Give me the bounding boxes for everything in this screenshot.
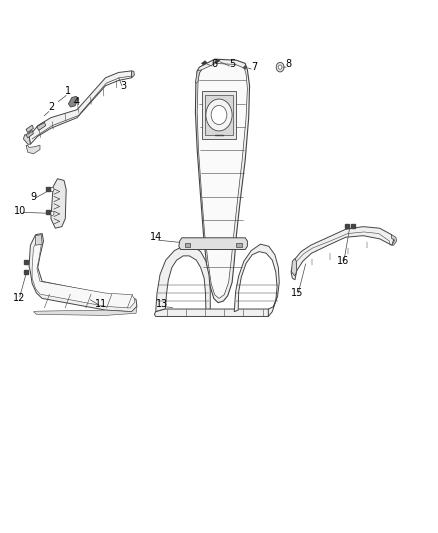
Polygon shape — [179, 238, 247, 249]
Text: 14: 14 — [149, 232, 162, 243]
Text: 4: 4 — [74, 96, 80, 107]
Text: 9: 9 — [30, 192, 36, 203]
Polygon shape — [154, 309, 269, 317]
Polygon shape — [132, 71, 134, 78]
Circle shape — [206, 99, 232, 131]
Text: 13: 13 — [156, 298, 168, 309]
Polygon shape — [195, 59, 250, 303]
Polygon shape — [205, 95, 233, 135]
Circle shape — [211, 106, 227, 125]
Text: 6: 6 — [212, 60, 218, 69]
Polygon shape — [33, 306, 137, 316]
Polygon shape — [155, 246, 210, 312]
Circle shape — [279, 65, 282, 69]
Polygon shape — [68, 96, 78, 107]
Text: 1: 1 — [65, 86, 71, 96]
Bar — [237, 243, 242, 247]
Polygon shape — [32, 239, 134, 308]
Polygon shape — [243, 66, 247, 69]
Polygon shape — [291, 259, 297, 276]
Text: 16: 16 — [337, 256, 350, 266]
Polygon shape — [201, 61, 207, 65]
Text: 7: 7 — [251, 62, 257, 72]
Text: 12: 12 — [13, 293, 25, 303]
Text: 11: 11 — [95, 298, 107, 309]
Polygon shape — [215, 59, 220, 63]
Polygon shape — [26, 125, 33, 133]
Polygon shape — [51, 179, 66, 228]
Text: 3: 3 — [120, 81, 126, 91]
Text: 10: 10 — [14, 206, 26, 216]
Polygon shape — [37, 122, 46, 131]
Polygon shape — [29, 233, 137, 312]
Text: 8: 8 — [286, 60, 292, 69]
Polygon shape — [202, 91, 236, 139]
Text: 2: 2 — [48, 102, 54, 112]
Text: 5: 5 — [229, 60, 235, 69]
Polygon shape — [23, 135, 30, 144]
Polygon shape — [35, 235, 42, 245]
Polygon shape — [195, 70, 201, 83]
Text: 15: 15 — [291, 288, 304, 298]
Circle shape — [276, 62, 284, 72]
Polygon shape — [26, 131, 33, 138]
Bar — [185, 243, 190, 247]
Polygon shape — [234, 244, 279, 317]
Circle shape — [50, 187, 54, 191]
Circle shape — [50, 211, 54, 215]
Polygon shape — [291, 227, 394, 280]
Polygon shape — [197, 63, 247, 298]
Polygon shape — [392, 235, 397, 245]
Polygon shape — [29, 71, 132, 144]
Polygon shape — [26, 146, 40, 154]
